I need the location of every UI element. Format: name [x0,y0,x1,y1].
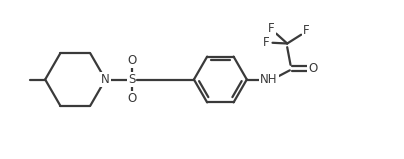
Text: F: F [263,36,269,49]
Text: O: O [127,54,137,67]
Text: F: F [268,22,275,35]
Text: O: O [127,92,137,105]
Text: N: N [101,73,110,86]
Text: F: F [303,24,310,37]
Text: O: O [308,62,318,75]
Text: S: S [128,73,135,86]
Text: NH: NH [260,73,278,86]
